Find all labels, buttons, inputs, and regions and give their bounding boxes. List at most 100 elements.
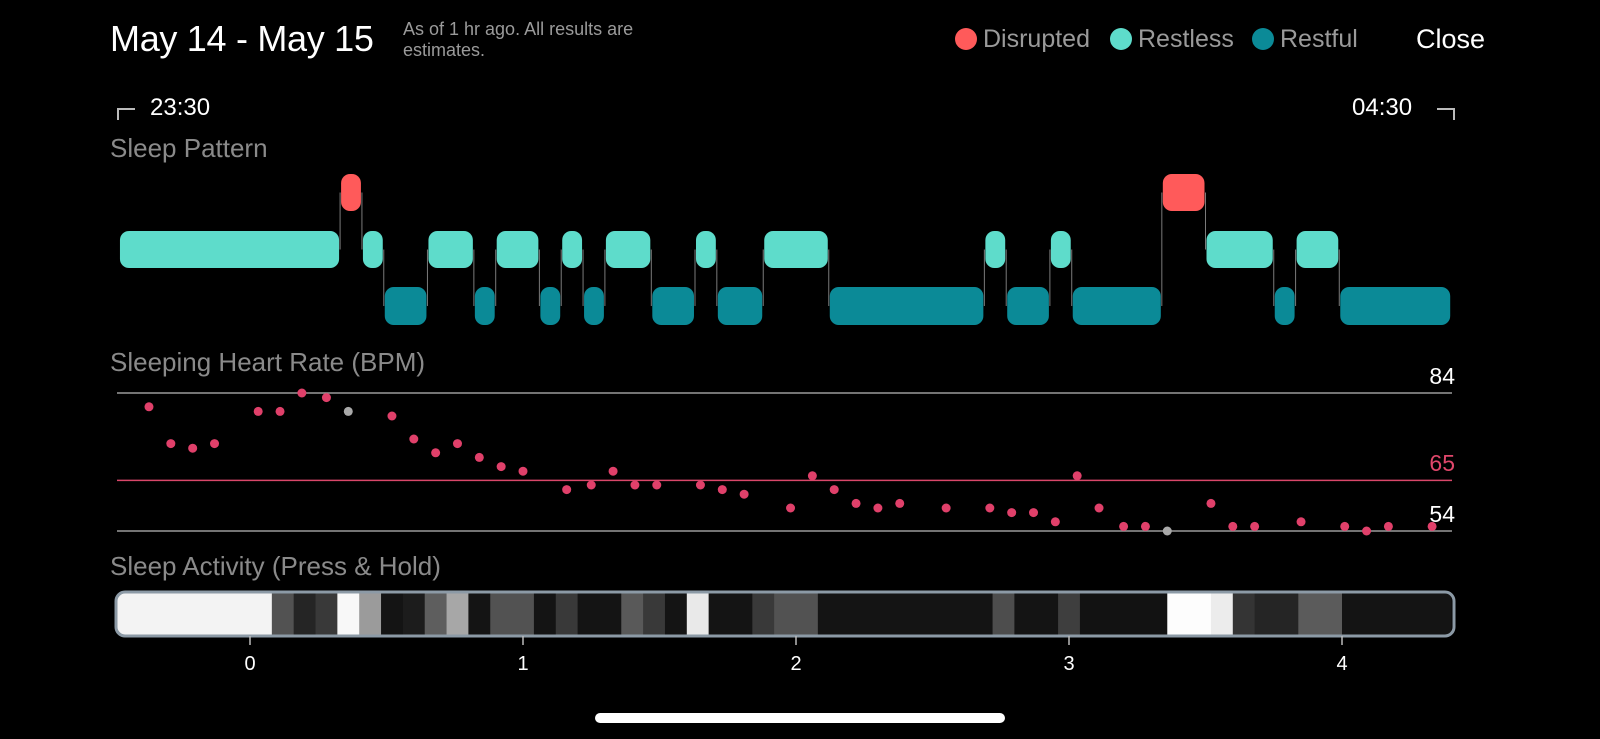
sleep-segment-restful <box>384 287 427 325</box>
activity-cell <box>1058 593 1081 635</box>
activity-cell <box>424 593 448 635</box>
hr-point <box>166 439 176 449</box>
activity-cell <box>1342 593 1452 635</box>
sleep-segment-restless <box>562 231 583 268</box>
activity-cell <box>839 593 994 635</box>
sleep-segment-restful <box>1072 287 1161 325</box>
activity-cell <box>752 593 775 635</box>
hr-point <box>1140 521 1150 531</box>
hr-reference-label: 65 <box>1429 450 1455 477</box>
legend-label: Disrupted <box>983 24 1090 53</box>
activity-cell <box>315 593 338 635</box>
hr-point <box>210 439 220 449</box>
activity-cell <box>1210 593 1234 635</box>
sleep-activity-label: Sleep Activity (Press & Hold) <box>110 551 441 581</box>
sleep-segment-restless <box>1206 231 1273 268</box>
hr-point <box>851 498 861 508</box>
activity-cell <box>643 593 666 635</box>
sleep-segment-disrupted <box>341 174 361 211</box>
hr-point <box>1427 521 1437 531</box>
x-tick-label: 4 <box>1336 653 1347 675</box>
sleep-segment-restful <box>652 287 694 325</box>
hr-point <box>474 452 484 462</box>
activity-cell <box>271 593 295 635</box>
activity-cell <box>381 593 404 635</box>
activity-cell <box>402 593 426 635</box>
sleep-segment-restless <box>119 231 340 268</box>
sleep-segment-restless <box>496 231 539 268</box>
legend-disrupted: Disrupted <box>955 24 1090 54</box>
x-tick-label: 3 <box>1063 653 1074 675</box>
hr-point <box>253 406 263 416</box>
hr-point <box>1250 521 1260 531</box>
hr-point <box>144 402 154 412</box>
activity-cell <box>555 593 579 635</box>
activity-cell <box>992 593 1015 635</box>
activity-cell <box>1079 593 1168 635</box>
activity-cell <box>577 593 600 635</box>
hr-point <box>1340 521 1350 531</box>
activity-cell <box>337 593 360 635</box>
hr-reference-label: 84 <box>1429 363 1455 389</box>
legend-label: Restless <box>1138 24 1234 53</box>
start-time: 23:30 <box>150 94 211 121</box>
hr-point <box>739 489 749 499</box>
activity-cell <box>533 593 557 635</box>
activity-cell <box>117 593 273 635</box>
activity-cell <box>686 593 710 635</box>
sleep-segment-restless <box>1050 231 1071 268</box>
activity-cell <box>708 593 753 635</box>
hr-point <box>1094 503 1104 513</box>
activity-strip-frame[interactable] <box>114 590 1456 638</box>
hr-point <box>717 485 727 495</box>
hr-point <box>387 411 397 421</box>
sleep-segment-restful <box>1007 287 1049 325</box>
hr-point <box>562 485 572 495</box>
end-bracket-icon <box>1437 108 1455 120</box>
hr-point <box>431 448 441 458</box>
sleep-segment-restless <box>695 231 716 268</box>
hr-point <box>786 503 796 513</box>
activity-cell <box>468 593 491 635</box>
sleep-pattern-label: Sleep Pattern <box>110 133 268 163</box>
activity-cell <box>664 593 688 635</box>
hr-point <box>496 462 506 472</box>
legend-restful: Restful <box>1252 24 1358 54</box>
sleep-segment-restless <box>985 231 1006 268</box>
hr-point <box>1362 526 1372 536</box>
hr-point <box>895 498 905 508</box>
hr-point <box>586 480 596 490</box>
heart-rate-label: Sleeping Heart Rate (BPM) <box>110 347 426 377</box>
activity-cell <box>817 593 841 635</box>
hr-point <box>630 480 640 490</box>
hr-point <box>652 480 662 490</box>
home-indicator[interactable] <box>595 713 1005 723</box>
sleep-segment-restful <box>717 287 763 325</box>
hr-point <box>1296 517 1306 527</box>
hr-reference-label: 54 <box>1429 501 1455 527</box>
hr-point <box>608 466 618 476</box>
sleep-segment-restful <box>829 287 984 325</box>
sleep-segment-restless <box>428 231 473 268</box>
sleep-segment-restful <box>474 287 495 325</box>
hr-point <box>695 480 705 490</box>
hr-point <box>1383 521 1393 531</box>
hr-point <box>188 443 198 453</box>
start-bracket-icon <box>117 108 135 120</box>
legend-restless: Restless <box>1110 24 1234 54</box>
sleep-segment-restless <box>1296 231 1339 268</box>
sleep-segment-restful <box>1274 287 1295 325</box>
hr-point <box>1162 526 1172 536</box>
x-tick-label: 1 <box>517 653 528 675</box>
sleep-segment-restful <box>584 287 604 325</box>
hr-point <box>297 388 307 398</box>
sleep-segment-disrupted <box>1162 174 1205 211</box>
x-tick-label: 2 <box>790 653 801 675</box>
activity-cell <box>446 593 469 635</box>
restful-dot-icon <box>1252 28 1274 50</box>
estimate-note: As of 1 hr ago. All results are estimate… <box>403 19 634 60</box>
close-button[interactable]: Close <box>1416 24 1486 54</box>
activity-cell <box>359 593 382 635</box>
hr-point <box>1206 498 1216 508</box>
